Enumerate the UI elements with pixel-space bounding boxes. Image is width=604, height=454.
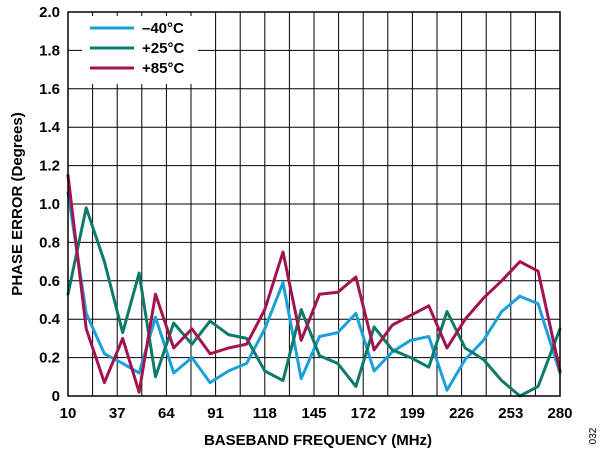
x-tick-labels: 10 37 64 91 118 145 172 199 226 253 280 [60, 405, 573, 422]
legend-label: +85°C [142, 60, 184, 77]
series-line-2 [66, 206, 562, 398]
x-tick-label: 118 [253, 405, 277, 422]
x-tick-label: 280 [547, 405, 572, 422]
y-tick-label: 1.6 [39, 81, 60, 98]
y-tick-label: 1.8 [39, 42, 60, 59]
x-tick-label: 199 [400, 405, 425, 422]
x-tick-label: 253 [498, 405, 523, 422]
figure-id: 032 [588, 427, 599, 444]
y-tick-label: 0.2 [39, 350, 60, 367]
x-tick-label: 10 [60, 405, 77, 422]
plot-frame [67, 11, 561, 397]
y-tick-label: 2.0 [39, 4, 60, 21]
y-tick-label: 0 [52, 388, 60, 405]
legend-label: +25°C [142, 40, 184, 57]
y-tick-label: 1.2 [39, 158, 60, 175]
legend: –40°C +25°C +85°C [90, 20, 184, 77]
x-axis-label: BASEBAND FREQUENCY (MHz) [204, 432, 432, 449]
legend-label: –40°C [142, 20, 184, 37]
y-tick-label: 0.8 [39, 234, 60, 251]
x-tick-label: 172 [351, 405, 376, 422]
x-tick-label: 64 [158, 405, 175, 422]
series-line-3 [66, 173, 562, 394]
series-lines [66, 173, 562, 398]
y-axis-label: PHASE ERROR (Degrees) [9, 112, 26, 295]
x-tick-label: 145 [301, 405, 326, 422]
y-tick-label: 0.6 [39, 273, 60, 290]
y-tick-label: 0.4 [39, 311, 61, 328]
y-tick-label: 1.0 [39, 196, 60, 213]
x-tick-label: 37 [109, 405, 126, 422]
x-tick-label: 91 [207, 405, 224, 422]
y-tick-label: 1.4 [39, 119, 61, 136]
x-tick-label: 226 [449, 405, 474, 422]
y-tick-labels: 0 0.2 0.4 0.6 0.8 1.0 1.2 1.4 1.6 1.8 2.0 [39, 4, 61, 405]
